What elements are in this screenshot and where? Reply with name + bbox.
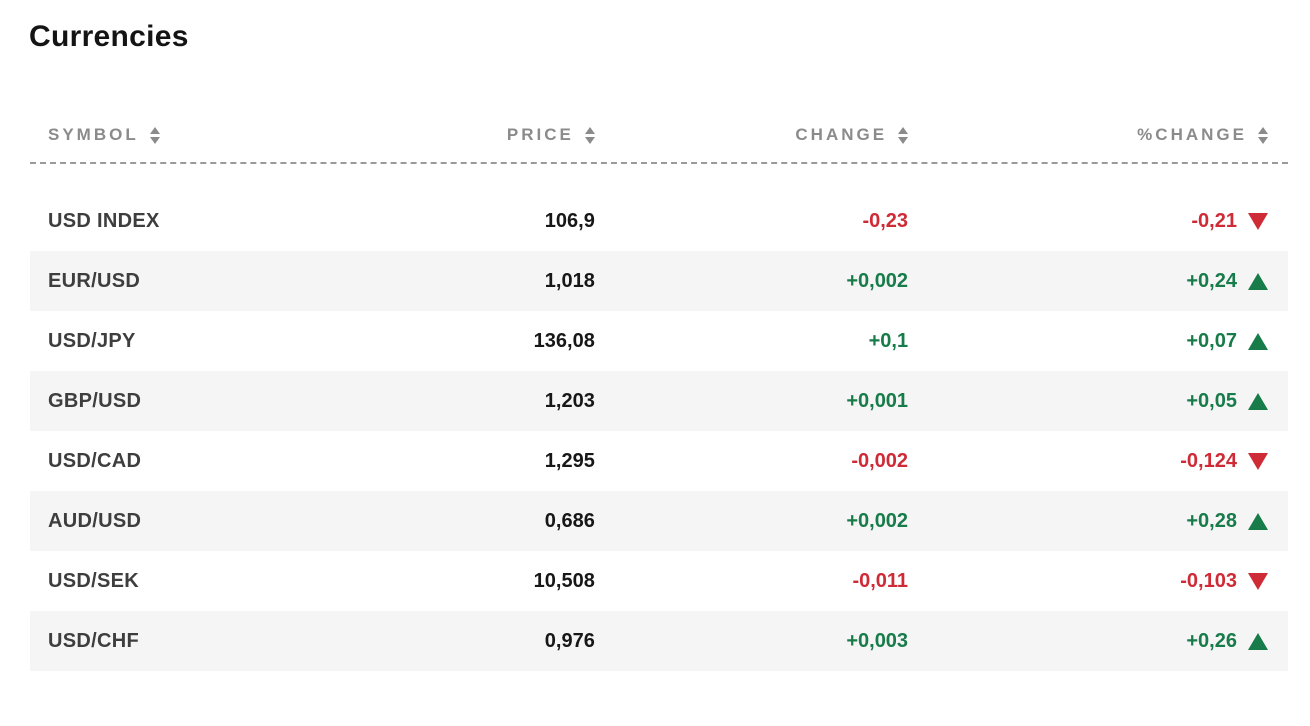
page-title: Currencies <box>29 20 189 53</box>
symbol-cell: USD/JPY <box>48 329 136 352</box>
pct-change-value: -0,103 <box>1180 569 1237 592</box>
column-header-label: PRICE <box>506 125 574 144</box>
change-cell: -0,002 <box>851 449 909 472</box>
sort-down-arrow-icon <box>149 136 160 144</box>
change-cell: +0,002 <box>846 269 909 292</box>
table-row[interactable]: USD INDEX 106,9 -0,23 -0,21 <box>30 191 1288 251</box>
symbol-cell: USD/CAD <box>48 449 142 472</box>
change-cell: +0,002 <box>846 509 909 532</box>
price-cell: 1,203 <box>544 389 595 412</box>
price-cell: 10,508 <box>533 569 595 592</box>
sort-arrows-icon <box>1257 126 1268 144</box>
pct-change-cell: -0,103 <box>908 570 1288 593</box>
pct-change-value: +0,24 <box>1186 269 1237 292</box>
triangle-up-icon <box>1247 392 1268 410</box>
pct-change-cell: -0,124 <box>908 450 1288 473</box>
table-row[interactable]: USD/SEK 10,508 -0,011 -0,103 <box>30 551 1288 611</box>
pct-change-value: +0,07 <box>1186 329 1237 352</box>
change-cell: -0,011 <box>852 569 909 592</box>
column-header-label: CHANGE <box>795 125 888 144</box>
pct-change-cell: +0,28 <box>908 510 1288 533</box>
symbol-cell: USD/CHF <box>48 629 139 652</box>
pct-change-value: -0,124 <box>1180 449 1237 472</box>
sort-up-arrow-icon <box>584 126 595 134</box>
pct-change-value: +0,05 <box>1186 389 1237 412</box>
pct-change-value: +0,26 <box>1186 629 1237 652</box>
table-row[interactable]: USD/CAD 1,295 -0,002 -0,124 <box>30 431 1288 491</box>
column-header-pct_change[interactable]: %CHANGE <box>908 125 1288 145</box>
pct-change-cell: +0,24 <box>908 270 1288 293</box>
sort-arrows-icon <box>584 126 595 144</box>
currencies-table: SYMBOL PRICE CHANGE %CHANGE USD INDEX 106,9 -… <box>30 108 1288 671</box>
table-header-row: SYMBOL PRICE CHANGE %CHANGE <box>30 108 1288 164</box>
column-header-label: %CHANGE <box>1137 125 1247 144</box>
triangle-up-icon <box>1247 272 1268 290</box>
price-cell: 0,976 <box>544 629 595 652</box>
triangle-up-icon <box>1247 632 1268 650</box>
table-row[interactable]: USD/CHF 0,976 +0,003 +0,26 <box>30 611 1288 671</box>
sort-arrows-icon <box>898 126 909 144</box>
symbol-cell: EUR/USD <box>48 269 141 292</box>
sort-up-arrow-icon <box>1257 126 1268 134</box>
column-header-label: SYMBOL <box>48 125 139 144</box>
column-header-price[interactable]: PRICE <box>345 125 595 145</box>
change-cell: +0,003 <box>846 629 909 652</box>
pct-change-cell: +0,05 <box>908 390 1288 413</box>
change-cell: -0,23 <box>862 209 909 232</box>
sort-up-arrow-icon <box>898 126 909 134</box>
sort-down-arrow-icon <box>584 136 595 144</box>
triangle-up-icon <box>1247 512 1268 530</box>
table-row[interactable]: AUD/USD 0,686 +0,002 +0,28 <box>30 491 1288 551</box>
table-body: USD INDEX 106,9 -0,23 -0,21 EUR/USD 1,018 +0,0… <box>30 191 1288 671</box>
table-row[interactable]: EUR/USD 1,018 +0,002 +0,24 <box>30 251 1288 311</box>
symbol-cell: USD INDEX <box>48 209 160 232</box>
symbol-cell: AUD/USD <box>48 509 142 532</box>
triangle-down-icon <box>1247 572 1268 590</box>
triangle-down-icon <box>1247 452 1268 470</box>
price-cell: 136,08 <box>533 329 595 352</box>
column-header-change[interactable]: CHANGE <box>595 125 909 145</box>
triangle-down-icon <box>1247 212 1268 230</box>
triangle-up-icon <box>1247 332 1268 350</box>
table-row[interactable]: USD/JPY 136,08 +0,1 +0,07 <box>30 311 1288 371</box>
symbol-cell: GBP/USD <box>48 389 142 412</box>
column-header-symbol[interactable]: SYMBOL <box>30 125 345 145</box>
table-row[interactable]: GBP/USD 1,203 +0,001 +0,05 <box>30 371 1288 431</box>
change-cell: +0,1 <box>868 329 909 352</box>
price-cell: 1,295 <box>544 449 595 472</box>
sort-up-arrow-icon <box>149 126 160 134</box>
pct-change-cell: +0,07 <box>908 330 1288 353</box>
currencies-widget: Currencies SYMBOL PRICE CHANGE %CHANGE USD … <box>0 20 1310 726</box>
sort-arrows-icon <box>149 126 160 144</box>
price-cell: 106,9 <box>544 209 595 232</box>
change-cell: +0,001 <box>846 389 909 412</box>
price-cell: 1,018 <box>544 269 595 292</box>
symbol-cell: USD/SEK <box>48 569 140 592</box>
pct-change-value: -0,21 <box>1191 209 1237 232</box>
sort-down-arrow-icon <box>1257 136 1268 144</box>
price-cell: 0,686 <box>544 509 595 532</box>
sort-down-arrow-icon <box>898 136 909 144</box>
pct-change-value: +0,28 <box>1186 509 1237 532</box>
pct-change-cell: -0,21 <box>908 210 1288 233</box>
pct-change-cell: +0,26 <box>908 630 1288 653</box>
